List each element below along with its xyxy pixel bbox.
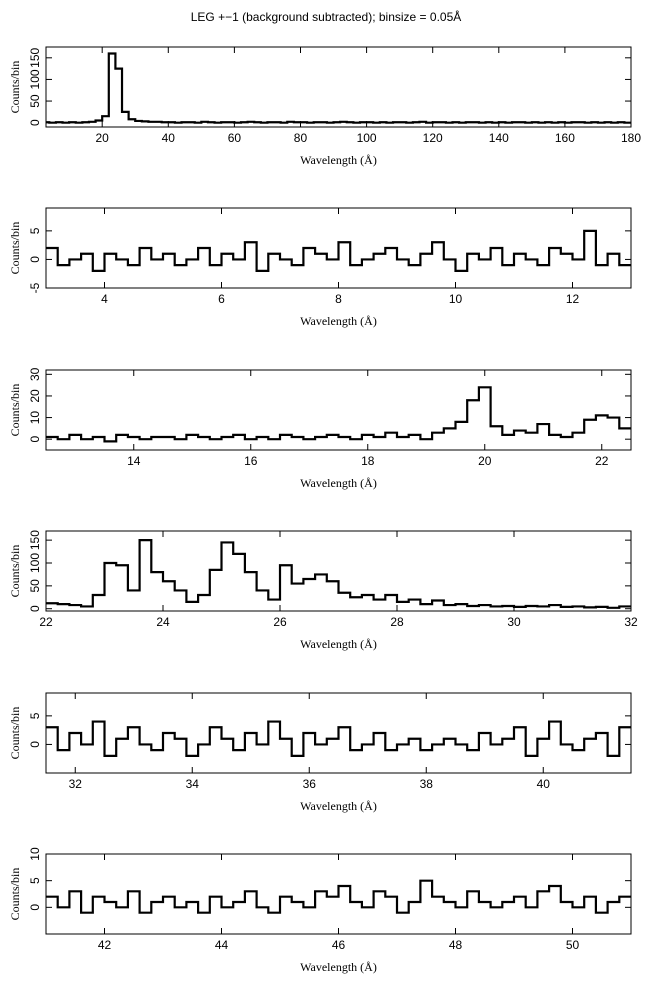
x-axis-label: Wavelength (Å) <box>300 476 377 490</box>
x-tick-label: 10 <box>449 292 463 306</box>
x-tick-label: 22 <box>595 454 609 468</box>
y-tick-label: 10 <box>28 847 42 861</box>
y-tick-label: 150 <box>28 47 42 67</box>
x-tick-label: 100 <box>357 131 377 145</box>
x-tick-label: 24 <box>156 615 170 629</box>
y-tick-label: 30 <box>28 367 42 381</box>
x-tick-label: 38 <box>420 777 434 791</box>
y-tick-label: 0 <box>28 605 42 612</box>
y-axis-label: Counts/bin <box>8 222 22 275</box>
y-tick-label: 50 <box>28 94 42 108</box>
spectrum-line <box>46 879 631 914</box>
spectrum-line <box>46 720 631 757</box>
y-tick-label: 50 <box>28 579 42 593</box>
y-tick-label: 5 <box>28 712 42 719</box>
y-tick-label: 100 <box>28 553 42 573</box>
chart-title: LEG +−1 (background subtracted); binsize… <box>191 9 462 24</box>
spectrum-line <box>46 52 631 124</box>
x-axis-label: Wavelength (Å) <box>300 799 377 813</box>
x-tick-label: 32 <box>624 615 638 629</box>
y-tick-label: 5 <box>28 227 42 234</box>
y-axis-label: Counts/bin <box>8 61 22 114</box>
plot-frame <box>45 692 632 774</box>
x-tick-label: 4 <box>101 292 108 306</box>
spectrum-line <box>46 386 631 443</box>
x-tick-label: 50 <box>566 938 580 952</box>
y-tick-label: 0 <box>28 119 42 126</box>
x-tick-label: 12 <box>566 292 580 306</box>
x-tick-label: 46 <box>332 938 346 952</box>
x-tick-label: 20 <box>478 454 492 468</box>
y-axis-label: Counts/bin <box>8 545 22 598</box>
plot-frame <box>45 530 632 612</box>
x-tick-label: 80 <box>294 131 308 145</box>
x-tick-label: 40 <box>537 777 551 791</box>
x-tick-label: 20 <box>96 131 110 145</box>
y-tick-label: 150 <box>28 530 42 550</box>
x-tick-label: 40 <box>162 131 176 145</box>
y-tick-label: 10 <box>28 411 42 425</box>
y-axis-label: Counts/bin <box>8 384 22 437</box>
x-tick-label: 30 <box>507 615 521 629</box>
x-tick-label: 42 <box>98 938 112 952</box>
x-tick-label: 36 <box>303 777 317 791</box>
y-axis-label: Counts/bin <box>8 707 22 760</box>
x-tick-label: 140 <box>489 131 509 145</box>
y-tick-label: 0 <box>28 436 42 443</box>
y-tick-label: 0 <box>28 904 42 911</box>
x-axis-label: Wavelength (Å) <box>300 314 377 328</box>
plot-frame <box>45 369 632 451</box>
x-tick-label: 48 <box>449 938 463 952</box>
spectrum-line <box>46 539 631 609</box>
x-tick-label: 22 <box>39 615 53 629</box>
y-tick-label: 20 <box>28 389 42 403</box>
x-tick-label: 16 <box>244 454 258 468</box>
x-tick-label: 32 <box>69 777 83 791</box>
x-axis-label: Wavelength (Å) <box>300 637 377 651</box>
y-tick-label: 100 <box>28 69 42 89</box>
x-tick-label: 160 <box>555 131 575 145</box>
x-tick-label: 14 <box>127 454 141 468</box>
spectrum-line <box>46 229 631 272</box>
x-axis-label: Wavelength (Å) <box>300 960 377 974</box>
x-tick-label: 180 <box>621 131 641 145</box>
y-tick-label: 0 <box>28 256 42 263</box>
y-tick-label: -5 <box>28 282 42 293</box>
y-tick-label: 5 <box>28 877 42 884</box>
y-tick-label: 0 <box>28 741 42 748</box>
x-tick-label: 26 <box>273 615 287 629</box>
x-axis-label: Wavelength (Å) <box>300 153 377 167</box>
x-tick-label: 60 <box>228 131 242 145</box>
x-tick-label: 44 <box>215 938 229 952</box>
y-axis-label: Counts/bin <box>8 868 22 921</box>
plot-frame <box>45 46 632 128</box>
x-tick-label: 6 <box>218 292 225 306</box>
x-tick-label: 34 <box>186 777 200 791</box>
x-tick-label: 120 <box>423 131 443 145</box>
x-tick-label: 28 <box>390 615 404 629</box>
x-tick-label: 18 <box>361 454 375 468</box>
x-tick-label: 8 <box>335 292 342 306</box>
